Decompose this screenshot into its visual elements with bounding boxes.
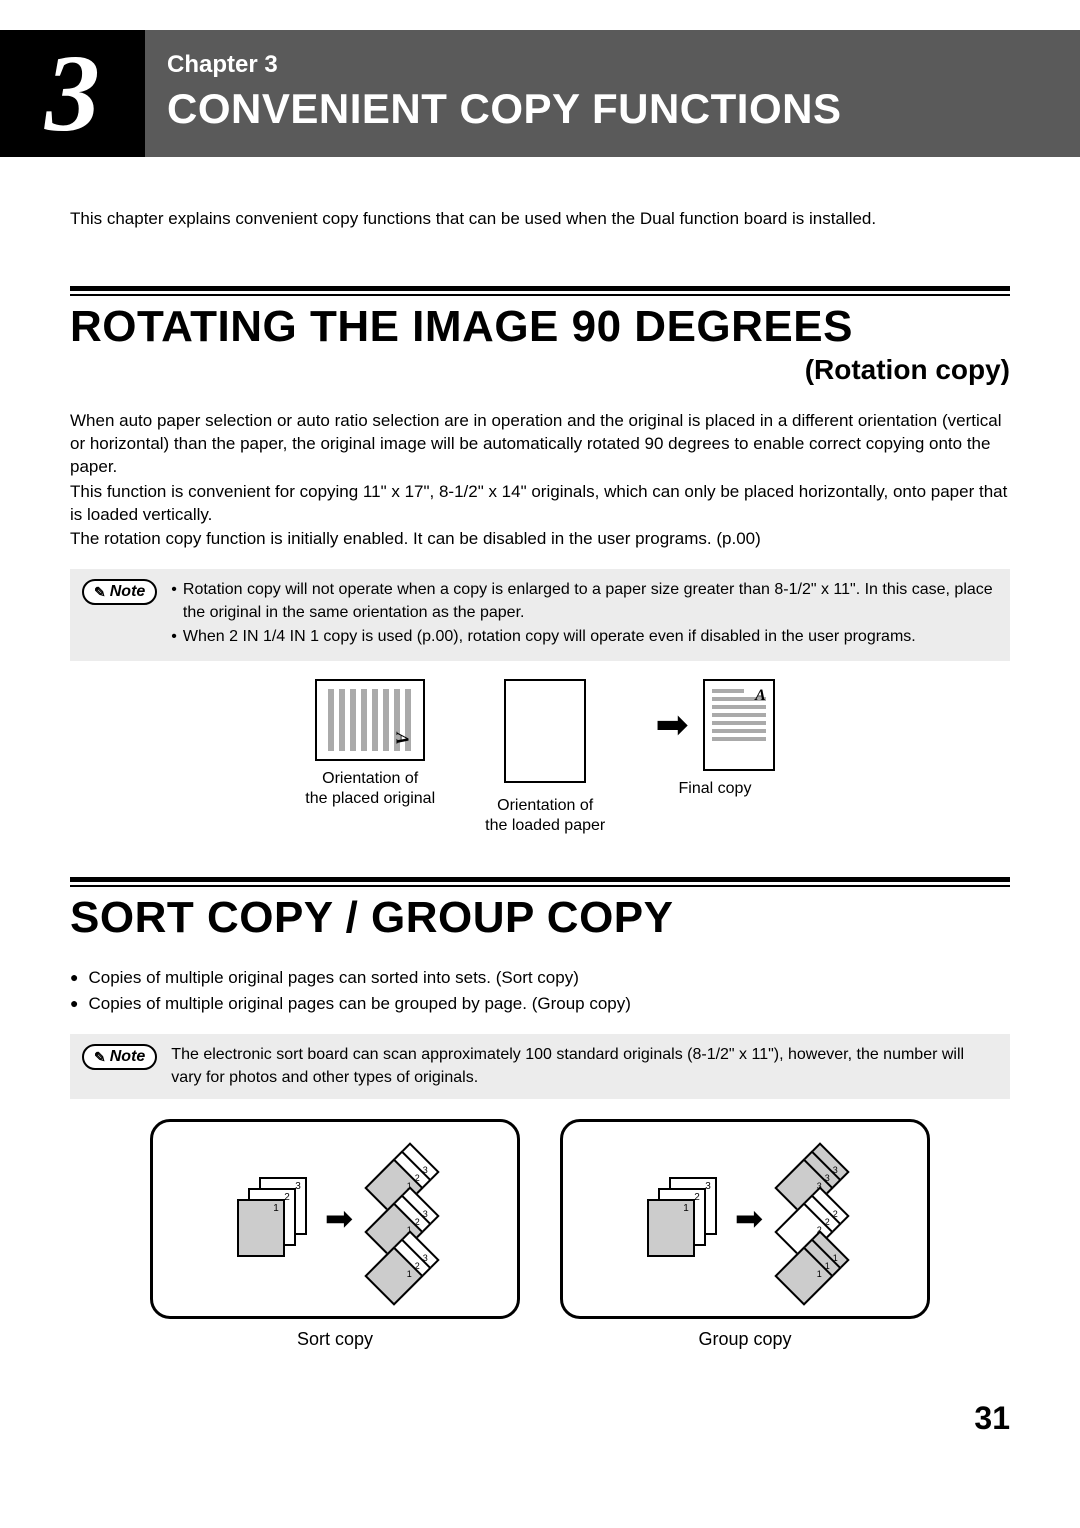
chapter-title: CONVENIENT COPY FUNCTIONS xyxy=(167,85,1058,133)
sort-group-diagram: 3 2 1 ➡ 321 321 321 Sort copy xyxy=(70,1119,1010,1350)
section2-title: SORT COPY / GROUP COPY xyxy=(70,893,1010,943)
group-output-icon: 333 222 111 xyxy=(781,1153,843,1285)
chapter-header: 3 Chapter 3 CONVENIENT COPY FUNCTIONS xyxy=(0,30,1080,157)
section1-title: ROTATING THE IMAGE 90 DEGREES xyxy=(70,302,1010,352)
note-label: Note xyxy=(110,583,146,601)
section-divider xyxy=(70,877,1010,887)
diagram-original: Orientation of the placed original xyxy=(305,679,435,811)
note-label: Note xyxy=(110,1048,146,1066)
sort-copy-label: Sort copy xyxy=(150,1329,520,1350)
arrow-right-icon: ➡ xyxy=(735,1199,764,1239)
group-copy-cell: 3 2 1 ➡ 333 222 111 Group copy xyxy=(560,1119,930,1350)
arrow-right-icon: ➡ xyxy=(655,702,689,748)
note-badge: Note xyxy=(82,579,157,605)
note-text: The electronic sort board can scan appro… xyxy=(171,1044,998,1089)
sort-copy-cell: 3 2 1 ➡ 321 321 321 Sort copy xyxy=(150,1119,520,1350)
final-copy-icon xyxy=(703,679,775,771)
sort-copy-frame: 3 2 1 ➡ 321 321 321 xyxy=(150,1119,520,1319)
note-badge: Note xyxy=(82,1044,157,1070)
paper-orientation-icon xyxy=(504,679,586,783)
group-copy-frame: 3 2 1 ➡ 333 222 111 xyxy=(560,1119,930,1319)
original-orientation-icon xyxy=(315,679,425,761)
section1-para1: When auto paper selection or auto ratio … xyxy=(70,410,1010,479)
note-box-2: Note The electronic sort board can scan … xyxy=(70,1034,1010,1099)
section1-para2: This function is convenient for copying … xyxy=(70,481,1010,527)
section2-bullets: Copies of multiple original pages can so… xyxy=(70,965,1010,1016)
group-copy-label: Group copy xyxy=(560,1329,930,1350)
chapter-title-box: Chapter 3 CONVENIENT COPY FUNCTIONS xyxy=(145,30,1080,157)
diagram-paper: Orientation of the loaded paper xyxy=(485,679,605,838)
intro-paragraph: This chapter explains convenient copy fu… xyxy=(70,207,1010,231)
note-item: When 2 IN 1/4 IN 1 copy is used (p.00), … xyxy=(183,626,916,648)
note-item: Rotation copy will not operate when a co… xyxy=(183,579,998,624)
section1-para3: The rotation copy function is initially … xyxy=(70,528,1010,551)
note-box-1: Note Rotation copy will not operate when… xyxy=(70,569,1010,660)
section1-subtitle: (Rotation copy) xyxy=(70,354,1010,386)
note-list: Rotation copy will not operate when a co… xyxy=(171,579,998,650)
original-stack-icon: 3 2 1 xyxy=(647,1177,717,1261)
chapter-label: Chapter 3 xyxy=(167,51,1058,79)
bullet-item: Copies of multiple original pages can so… xyxy=(88,965,578,991)
diagram-label-1: Orientation of the placed original xyxy=(305,769,435,811)
diagram-label-2: Orientation of the loaded paper xyxy=(485,796,605,838)
page-number: 31 xyxy=(0,1360,1080,1437)
rotation-diagram: Orientation of the placed original Orien… xyxy=(70,679,1010,838)
diagram-label-3: Final copy xyxy=(655,779,775,800)
chapter-number: 3 xyxy=(45,30,100,157)
chapter-number-box: 3 xyxy=(0,30,145,157)
arrow-right-icon: ➡ xyxy=(325,1199,354,1239)
original-stack-icon: 3 2 1 xyxy=(237,1177,307,1261)
bullet-item: Copies of multiple original pages can be… xyxy=(88,991,630,1017)
diagram-final: ➡ Final copy xyxy=(655,679,775,800)
sort-output-icon: 321 321 321 xyxy=(371,1153,433,1285)
section-divider xyxy=(70,286,1010,296)
